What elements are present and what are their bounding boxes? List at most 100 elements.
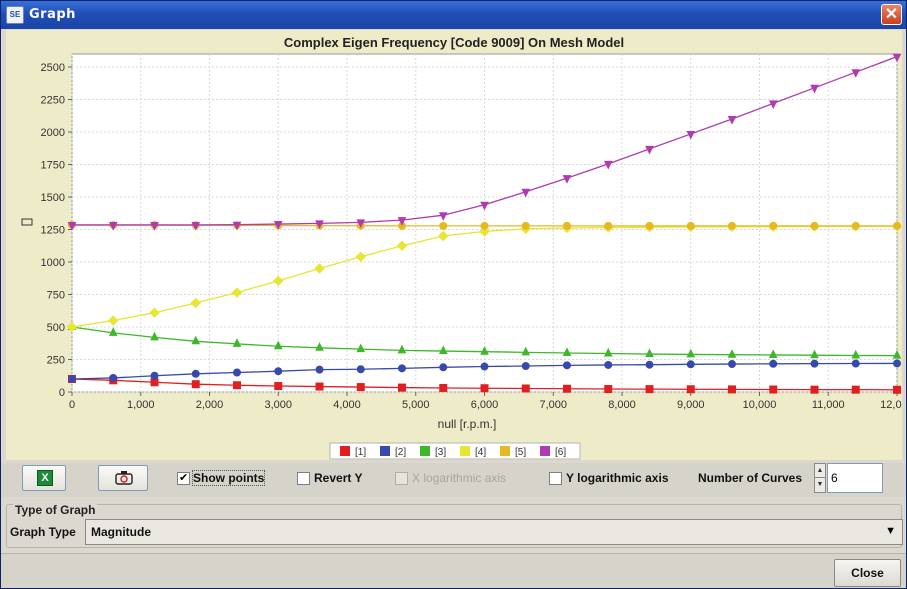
title-bar[interactable]: SE Graph ✕ xyxy=(1,1,906,29)
series-3-point xyxy=(851,349,861,359)
num-curves-spinner[interactable]: ▲ ▼ xyxy=(814,463,826,493)
series-3-point xyxy=(273,340,283,350)
y-axis-label-marker xyxy=(21,218,33,226)
series-3-point xyxy=(191,335,201,345)
series-1-point xyxy=(645,385,654,394)
x-log-checkbox[interactable] xyxy=(395,472,408,485)
series-2-point xyxy=(68,375,76,383)
snapshot-button[interactable] xyxy=(98,465,148,491)
legend-label: [5] xyxy=(515,447,526,458)
x-tick-label: 1,000 xyxy=(127,399,155,411)
y-tick-label: 2250 xyxy=(41,95,65,107)
num-curves-label: Number of Curves xyxy=(698,471,803,485)
series-3-point xyxy=(645,348,654,358)
x-tick-label: 6,000 xyxy=(471,399,499,411)
excel-icon: X xyxy=(37,470,53,486)
chart-panel: Complex Eigen Frequency [Code 9009] On M… xyxy=(6,30,902,460)
series-1-point xyxy=(810,385,819,394)
legend-swatch xyxy=(500,446,510,456)
x-tick-label: 0 xyxy=(69,399,75,411)
series-2-point xyxy=(274,367,283,376)
x-log-label: X logarithmic axis xyxy=(412,471,507,485)
series-1-point xyxy=(191,380,200,389)
y-tick-label: 0 xyxy=(59,387,65,399)
graph-type-value: Magnitude xyxy=(91,525,151,539)
export-excel-button[interactable]: X xyxy=(22,465,66,491)
series-5-point xyxy=(769,221,778,230)
series-6-point xyxy=(603,160,613,170)
revert-y-checkbox[interactable] xyxy=(297,472,310,485)
x-tick-label: 7,000 xyxy=(539,399,567,411)
x-tick-label: 8,000 xyxy=(608,399,636,411)
series-3-point xyxy=(108,327,118,336)
series-2-point xyxy=(521,362,530,370)
series-6-point xyxy=(727,116,737,125)
series-6-point xyxy=(108,221,118,231)
series-6-point xyxy=(67,221,77,231)
series-5-point xyxy=(686,221,695,230)
series-1-point xyxy=(480,384,489,393)
series-2-point xyxy=(356,365,365,374)
legend-label: [1] xyxy=(355,447,366,458)
y-log-label[interactable]: Y logarithmic axis xyxy=(566,471,669,485)
series-2-point xyxy=(810,359,819,368)
x-axis-label: null [r.p.m.] xyxy=(438,417,497,431)
series-5-point xyxy=(563,221,571,230)
series-2-point xyxy=(398,364,406,373)
series-2-point xyxy=(150,371,159,380)
series-1-point xyxy=(851,385,860,394)
toolbar: X Show points Revert Y X logarithmic axi… xyxy=(1,463,906,497)
app-icon: SE xyxy=(6,6,24,24)
series-3-point xyxy=(232,338,242,347)
show-points-label[interactable]: Show points xyxy=(191,470,266,486)
series-3-point xyxy=(603,347,613,357)
y-tick-label: 2500 xyxy=(41,62,65,74)
spinner-up-icon[interactable]: ▲ xyxy=(815,464,825,478)
series-2-point xyxy=(233,368,241,377)
series-5-point xyxy=(480,221,489,230)
series-3-point xyxy=(810,349,819,359)
revert-y-label[interactable]: Revert Y xyxy=(314,471,363,485)
legend-swatch xyxy=(460,446,470,456)
chart-svg: 0 1,000 2,000 3,000 4,000 5,000 6,000 7,000 8,00… xyxy=(21,53,902,460)
close-button[interactable]: Close xyxy=(834,559,901,587)
series-1-point xyxy=(604,385,613,394)
series-1-point xyxy=(233,381,241,390)
series-3-point xyxy=(521,346,531,356)
show-points-checkbox[interactable] xyxy=(177,471,190,485)
close-icon[interactable]: ✕ xyxy=(881,4,902,25)
y-tick-label: 500 xyxy=(47,322,65,334)
series-2-point xyxy=(480,362,489,371)
num-curves-input[interactable]: 6 xyxy=(827,463,883,493)
series-6-point xyxy=(686,130,696,140)
series-5-point xyxy=(604,221,613,230)
series-3-point xyxy=(150,331,159,341)
series-5-point xyxy=(851,221,860,230)
camera-icon xyxy=(115,471,133,485)
series-6-point xyxy=(315,220,324,230)
graph-type-select[interactable]: Magnitude ▼ xyxy=(85,519,903,545)
x-tick-label: 2,000 xyxy=(196,399,224,411)
series-2-point xyxy=(893,359,901,368)
dropdown-arrow-icon[interactable]: ▼ xyxy=(885,525,896,537)
y-log-checkbox[interactable] xyxy=(549,472,562,485)
x-tick-label: 12,000 xyxy=(880,399,902,411)
series-6-point xyxy=(232,221,242,231)
series-3-point xyxy=(438,345,448,355)
chart-title: Complex Eigen Frequency [Code 9009] On M… xyxy=(283,35,625,50)
window-title: Graph xyxy=(29,7,76,22)
series-5-point xyxy=(439,221,448,230)
series-4-point xyxy=(396,240,408,251)
series-6-point xyxy=(562,175,572,184)
series-2-point xyxy=(439,363,448,372)
series-3-point xyxy=(727,349,737,358)
series-6-point xyxy=(810,84,819,94)
series-1-point xyxy=(439,383,448,392)
spinner-down-icon[interactable]: ▼ xyxy=(816,481,824,488)
series-6-point xyxy=(521,188,531,198)
legend-label: [2] xyxy=(395,447,406,458)
legend-swatch xyxy=(380,446,390,456)
series-3-point xyxy=(315,342,324,351)
legend-label: [4] xyxy=(475,447,486,458)
